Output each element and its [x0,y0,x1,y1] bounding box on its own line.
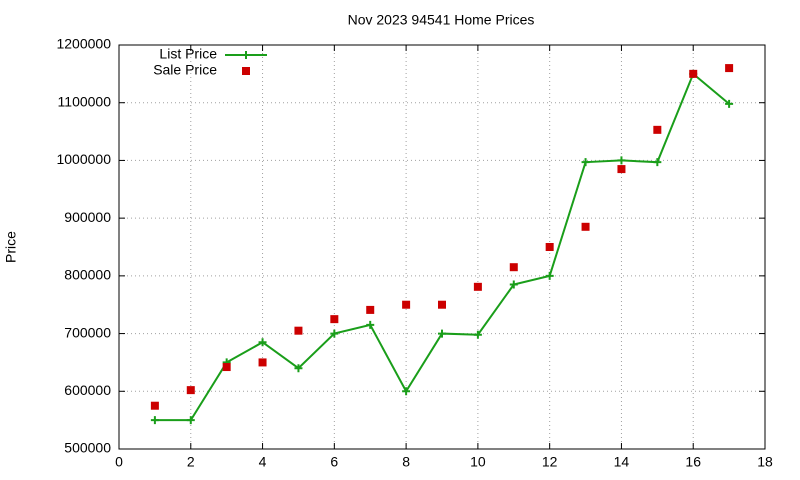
plot-border [118,44,766,450]
data-point [617,165,626,174]
data-point [366,320,375,329]
data-point [725,64,734,73]
data-point [402,387,411,396]
data-point [581,158,590,167]
y-axis-label: Price [3,231,19,263]
data-point [294,326,303,335]
data-point [545,243,554,251]
x-tick-label: 2 [187,454,195,470]
data-point [186,386,195,395]
data-point [258,358,267,367]
data-point [545,271,554,280]
data-point [150,416,159,425]
y-tick-label: 500000 [64,440,111,456]
y-tick-label: 900000 [64,209,111,225]
y-tick-label: 800000 [64,267,111,283]
x-tick-label: 12 [542,454,558,470]
data-point [222,363,231,372]
data-point [330,315,339,324]
x-tick-label: 4 [259,454,267,470]
data-point [653,125,662,134]
x-tick-label: 8 [402,454,410,470]
x-tick-label: 10 [470,454,486,470]
legend-swatch [242,67,250,75]
series-line [154,72,730,422]
legend-label: Sale Price [153,62,217,78]
data-point [258,338,267,347]
y-tick-label: 700000 [64,324,111,340]
data-point [473,330,482,339]
chart-title: Nov 2023 94541 Home Prices [348,12,535,28]
data-point [186,416,195,425]
data-point [366,305,375,314]
data-point [617,156,626,165]
x-tick-label: 6 [330,454,338,470]
data-point [294,364,303,373]
data-point [509,263,518,272]
data-point [509,280,518,289]
y-tick-label: 1200000 [56,36,111,52]
data-point [150,401,159,410]
y-tick-label: 600000 [64,382,111,398]
data-point [402,300,411,309]
data-point [473,282,482,291]
data-point [438,300,446,309]
x-tick-label: 14 [614,454,630,470]
data-point [330,329,339,338]
data-point [725,99,734,108]
data-point [438,329,446,338]
x-tick-label: 18 [757,454,773,470]
data-point [581,222,590,231]
x-tick-label: 16 [685,454,701,470]
data-point [689,69,698,78]
y-tick-label: 1100000 [58,93,112,109]
data-point [653,158,662,167]
x-tick-label: 0 [115,454,123,470]
legend-swatch [242,51,250,59]
legend-label: List Price [159,46,217,62]
y-tick-label: 1000000 [56,151,111,167]
